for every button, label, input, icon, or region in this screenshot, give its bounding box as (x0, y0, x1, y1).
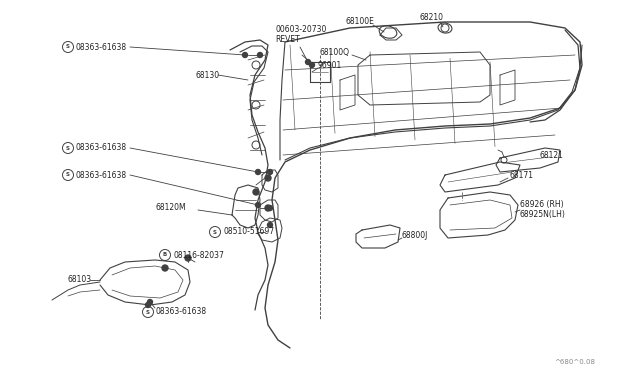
Text: 68130: 68130 (195, 71, 219, 80)
Text: REVET: REVET (275, 35, 300, 45)
Text: 08116-82037: 08116-82037 (173, 250, 224, 260)
Text: S: S (146, 310, 150, 314)
Text: 68100E: 68100E (345, 17, 374, 26)
Text: 08363-61638: 08363-61638 (76, 170, 127, 180)
Text: 68100Q: 68100Q (320, 48, 350, 57)
Text: 68121: 68121 (540, 151, 564, 160)
Text: 08363-61638: 08363-61638 (76, 42, 127, 51)
Circle shape (255, 170, 260, 174)
Circle shape (243, 52, 248, 58)
Circle shape (310, 62, 314, 67)
Text: 68210: 68210 (420, 13, 444, 22)
Circle shape (268, 170, 273, 174)
Circle shape (305, 60, 310, 64)
Text: ^680^0.08: ^680^0.08 (554, 359, 595, 365)
Text: S: S (213, 230, 217, 234)
Circle shape (255, 202, 260, 208)
Text: 68925N(LH): 68925N(LH) (520, 211, 566, 219)
Circle shape (268, 222, 273, 228)
Text: 00603-20730: 00603-20730 (275, 26, 326, 35)
Text: 96901: 96901 (318, 61, 342, 70)
Circle shape (265, 175, 271, 181)
Text: 08363-61638: 08363-61638 (76, 144, 127, 153)
Circle shape (257, 52, 262, 58)
Circle shape (147, 299, 152, 305)
Circle shape (145, 302, 150, 308)
Text: 08363-61638: 08363-61638 (156, 308, 207, 317)
Circle shape (185, 255, 191, 261)
Text: 68120M: 68120M (155, 203, 186, 212)
Text: S: S (66, 145, 70, 151)
Circle shape (253, 189, 259, 195)
Text: B: B (163, 253, 167, 257)
Text: S: S (66, 173, 70, 177)
Text: 68926 (RH): 68926 (RH) (520, 201, 564, 209)
Text: 68103: 68103 (68, 276, 92, 285)
Circle shape (268, 205, 273, 211)
Circle shape (265, 205, 271, 211)
Text: 08510-51697: 08510-51697 (223, 228, 274, 237)
Text: S: S (66, 45, 70, 49)
Circle shape (162, 265, 168, 271)
Text: 68171: 68171 (510, 170, 534, 180)
Text: 68800J: 68800J (402, 231, 428, 240)
